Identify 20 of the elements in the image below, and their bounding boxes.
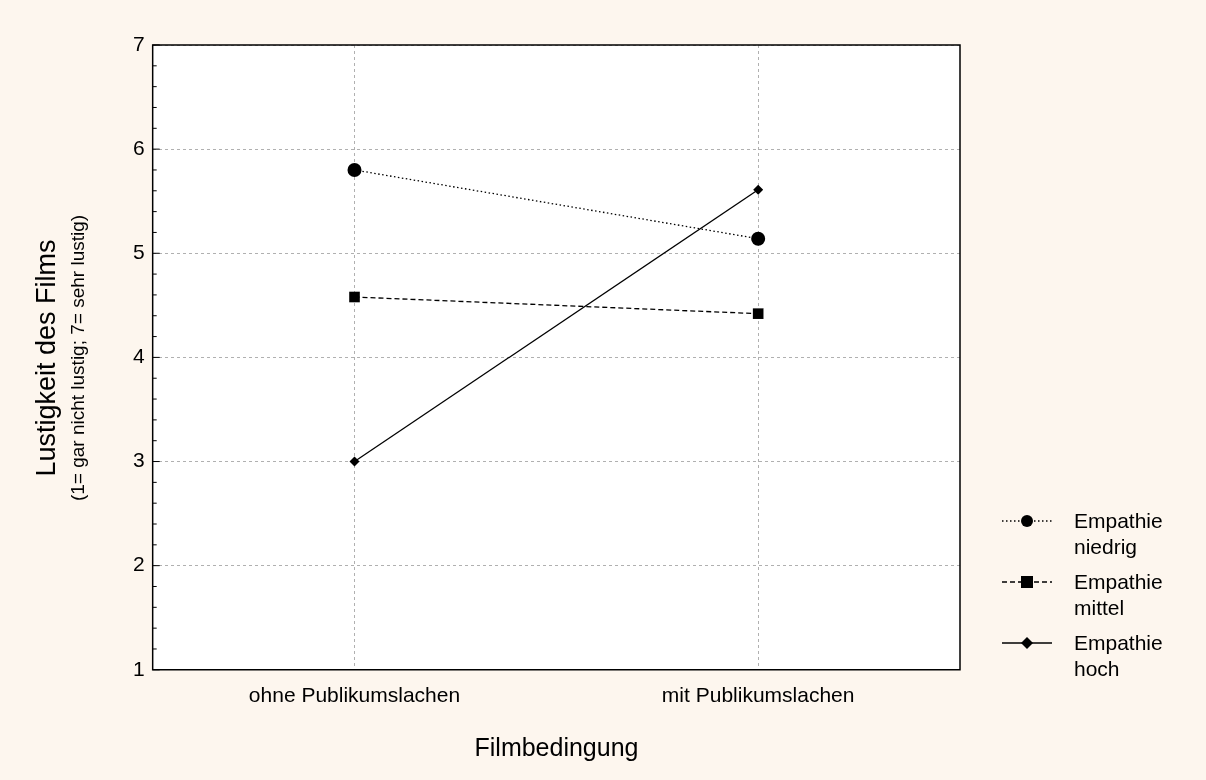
y-tick-label: 5 [132,240,145,264]
point [349,291,360,303]
y-tick-label: 6 [132,135,145,159]
y-tick-label: 3 [132,448,145,472]
legend-label: Empathie mittel [1074,569,1164,621]
y-axis-title: Lustigkeit des Films (1= gar nicht lustig; 7= sehr lustig) [30,214,89,502]
y-tick-label: 1 [132,656,145,680]
y-tick-label: 2 [132,552,145,576]
legend-label: Empathie hoch [1074,630,1164,682]
y-tick-label: 7 [132,31,145,55]
point [752,308,764,319]
point [751,231,766,246]
legend-label: Empathie niedrig [1074,508,1164,560]
x-tick-label: mit Publikumslachen [661,683,855,707]
x-axis-title: Filmbedingung [473,733,640,762]
y-tick-label: 4 [132,344,145,368]
x-tick-label: ohne Publikumslachen [248,683,461,707]
point [753,184,764,195]
point [349,456,360,467]
point [347,162,362,177]
